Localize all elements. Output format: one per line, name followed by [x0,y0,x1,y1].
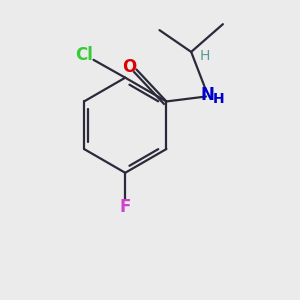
Text: H: H [200,49,210,63]
Text: Cl: Cl [75,46,93,64]
Text: F: F [119,199,131,217]
Text: H: H [213,92,225,106]
Text: N: N [200,85,214,103]
Text: O: O [122,58,136,76]
